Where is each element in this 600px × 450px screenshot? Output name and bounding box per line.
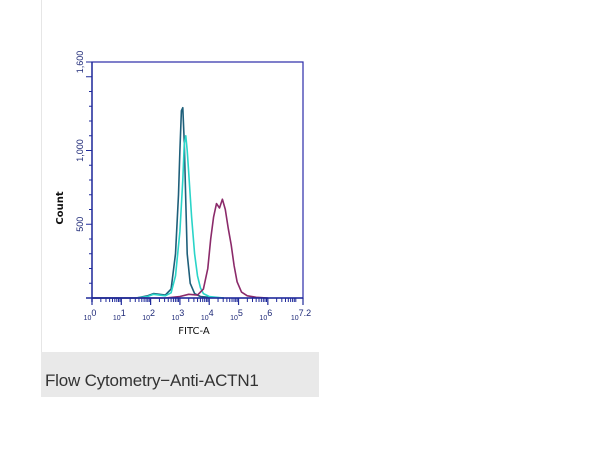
x-axis-title: FITC-A <box>178 326 210 337</box>
page-left-rule <box>41 0 42 352</box>
histogram-series-2 <box>92 135 224 299</box>
caption-bar: Flow Cytometry−Anti-ACTN1 <box>41 352 319 397</box>
histogram-series-1 <box>92 106 224 299</box>
y-tick-label: 500 <box>75 217 85 232</box>
x-tick-label: 105 <box>230 308 243 322</box>
histogram-series-3 <box>92 198 268 299</box>
x-tick-label: 103 <box>172 308 185 322</box>
x-tick-label: 101 <box>113 308 126 322</box>
x-tick-label: 107.2 <box>291 308 311 322</box>
x-tick-label: 102 <box>142 308 155 322</box>
y-tick-label: 1,600 <box>75 51 85 74</box>
series-layer <box>92 106 268 299</box>
y-axis-ticks: 500 1,000 1,600 <box>75 51 92 284</box>
x-tick-label: 100 <box>84 308 97 322</box>
x-axis-ticks: 100 101 102 103 104 105 106 107.2 <box>84 298 311 322</box>
x-tick-label: 104 <box>201 308 214 322</box>
plot-frame <box>91 61 304 299</box>
y-tick-label: 1,000 <box>75 139 85 162</box>
y-axis-title: Count <box>55 191 66 224</box>
figure-caption: Flow Cytometry−Anti-ACTN1 <box>45 371 259 390</box>
flow-cytometry-chart: 100 101 102 103 104 105 106 107.2 500 1,000 1,600… <box>55 51 311 337</box>
x-tick-label: 106 <box>259 308 272 322</box>
